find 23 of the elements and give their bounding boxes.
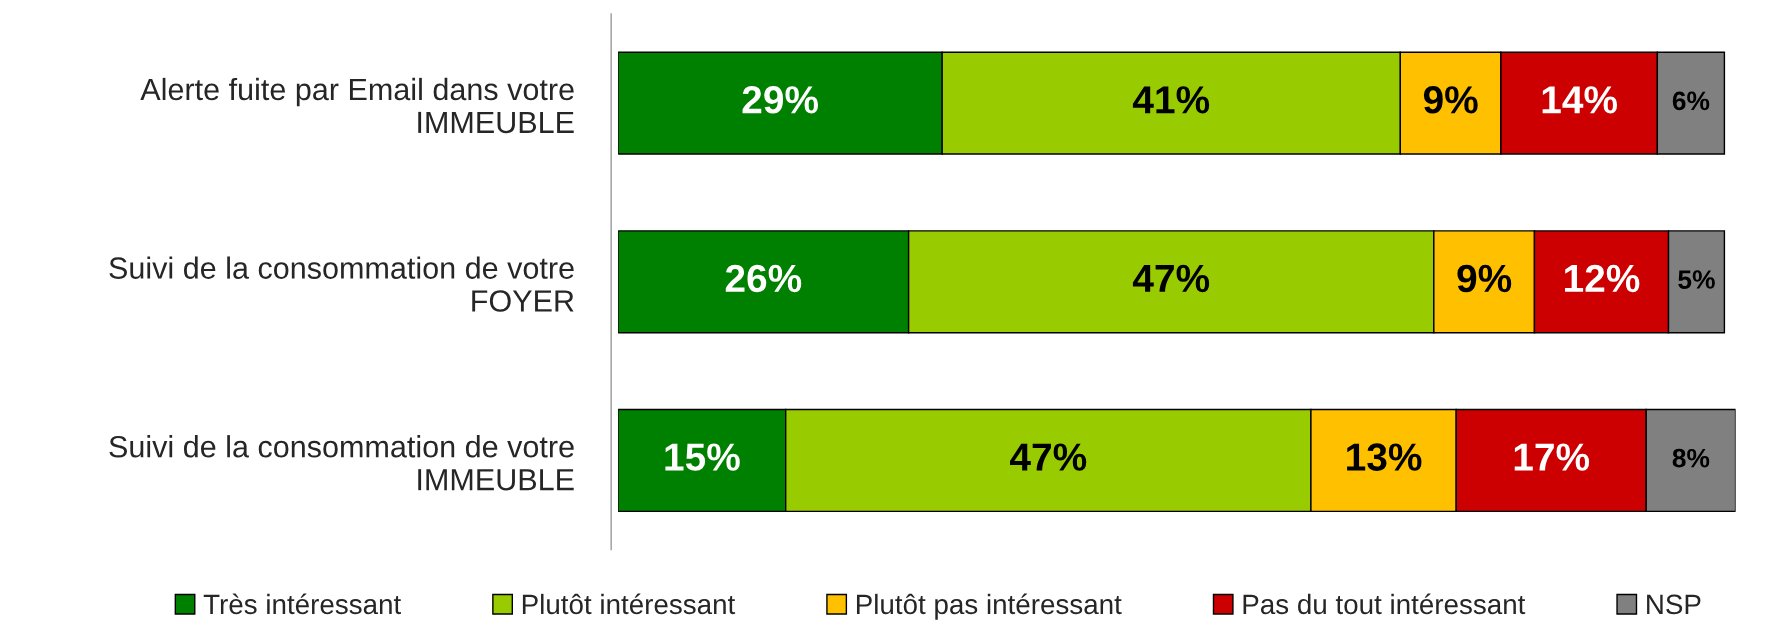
y-tick-label: Suivi de la consommation de votre IMMEUBLE <box>109 435 574 491</box>
data-label: 9% <box>1457 264 1512 293</box>
data-label: 17% <box>1514 443 1590 471</box>
legend-label: Plutôt intéressant <box>522 593 736 615</box>
data-label: 8% <box>1672 448 1710 468</box>
data-label: 41% <box>1132 86 1210 114</box>
y-tick-label: Alerte fuite par Email dans votre IMMEUBLE <box>140 77 574 134</box>
legend-label: Pas du tout intéressant <box>1243 593 1526 615</box>
data-label: 29% <box>742 86 819 114</box>
data-label: 9% <box>1423 86 1478 114</box>
data-label: 47% <box>1009 443 1087 471</box>
data-label: 15% <box>665 443 740 471</box>
data-label: 13% <box>1347 443 1422 471</box>
data-label: 14% <box>1542 86 1618 114</box>
legend-label: NSP <box>1647 594 1701 615</box>
data-label: 6% <box>1672 91 1710 111</box>
legend-label: Très intéressant <box>203 593 402 615</box>
data-label: 12% <box>1565 264 1640 293</box>
y-tick-label: Suivi de la consommation de votre FOYER <box>109 256 574 312</box>
legend-label: Plutôt pas intéressant <box>856 593 1122 620</box>
data-label: 47% <box>1132 264 1210 293</box>
data-label: 26% <box>725 264 802 293</box>
data-label: 5% <box>1678 270 1715 289</box>
